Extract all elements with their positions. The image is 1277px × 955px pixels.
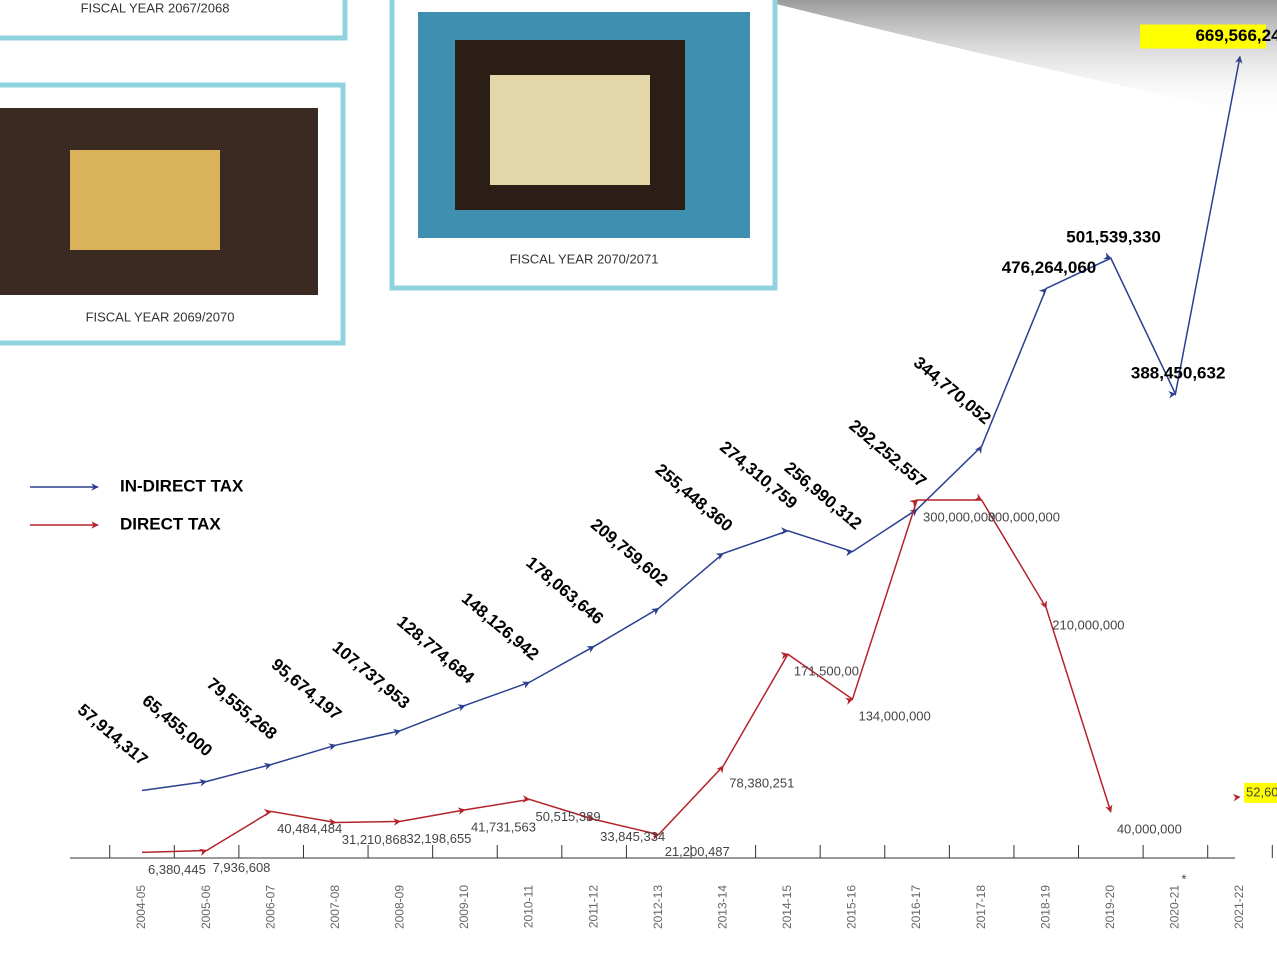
data-label: 21,200,487 — [665, 844, 730, 859]
data-label: 292,252,557 — [845, 416, 930, 491]
data-label: 171,500,00 — [794, 664, 859, 679]
x-tick-label: 2009-10 — [457, 885, 471, 929]
caption: FISCAL YEAR 2069/2070 — [86, 309, 235, 324]
data-label: 52,608,963 — [1246, 784, 1277, 799]
data-label: 31,210,868 — [342, 832, 407, 847]
x-tick-label: 2011-12 — [586, 885, 600, 928]
data-label: 95,674,197 — [268, 655, 345, 724]
data-label: 476,264,060 — [1002, 258, 1097, 277]
data-label: 65,455,000 — [139, 691, 216, 760]
data-label: 178,063,646 — [522, 553, 607, 628]
x-tick-label: 2019-20 — [1103, 885, 1117, 929]
caption: FISCAL YEAR 2067/2068 — [81, 0, 230, 15]
data-label: 344,770,052 — [910, 353, 995, 428]
data-label: 50,515,389 — [536, 809, 601, 824]
caption: FISCAL YEAR 2070/2071 — [510, 251, 659, 266]
x-tick-label: 2006-07 — [263, 885, 277, 929]
data-label: 128,774,684 — [393, 612, 478, 688]
x-tick-label: 2004-05 — [134, 885, 148, 929]
photo-frame: FISCAL YEAR 2067/2068 — [0, 0, 348, 41]
label-highlight — [1140, 24, 1266, 49]
x-tick-label: 2008-09 — [393, 885, 407, 929]
data-label: 210,000,000 — [1052, 617, 1124, 632]
label-highlight — [1244, 782, 1277, 803]
x-tick-label: 2015-16 — [845, 885, 859, 929]
data-label: 40,484,484 — [277, 821, 342, 836]
data-label: 33,845,334 — [600, 829, 665, 844]
data-label: 209,759,602 — [587, 515, 672, 590]
series-line — [141, 55, 1243, 792]
x-tick-label: 2021-22 — [1232, 885, 1246, 929]
data-label: 78,380,251 — [729, 775, 794, 790]
data-label: 300,000,000 — [923, 509, 995, 524]
data-label: 57,914,317 — [74, 700, 151, 769]
background-shade — [760, 0, 1277, 120]
data-label: 255,448,360 — [652, 460, 737, 535]
legend-label: IN-DIRECT TAX — [120, 476, 244, 495]
x-tick-label: 2010-11 — [522, 885, 536, 928]
x-tick-label: 2020-21 — [1168, 885, 1182, 929]
photo-frame: FISCAL YEAR 2069/2070 — [0, 82, 346, 346]
photo-frame: FISCAL YEAR 2070/2071 — [389, 0, 778, 291]
data-label: 134,000,000 — [858, 709, 930, 724]
legend-label: DIRECT TAX — [120, 514, 221, 533]
x-tick-label: 2005-06 — [199, 885, 213, 929]
data-label: 501,539,330 — [1066, 228, 1161, 247]
x-tick-label: 2016-17 — [909, 885, 923, 929]
data-label: 107,737,953 — [329, 637, 414, 712]
data-label: 388,450,632 — [1131, 363, 1226, 382]
x-tick-label: 2017-18 — [974, 885, 988, 929]
data-label: 41,731,563 — [471, 819, 536, 834]
x-tick-label: 2012-13 — [651, 885, 665, 929]
data-label: 300,000,000 — [988, 509, 1060, 524]
data-label: 669,566,247 — [1195, 26, 1277, 45]
data-label: 40,000,000 — [1117, 821, 1182, 836]
data-label: 6,380,445 — [148, 862, 206, 877]
data-label: 148,126,942 — [458, 589, 543, 664]
x-tick-label: 2007-08 — [328, 885, 342, 929]
x-tick-label: 2014-15 — [780, 885, 794, 929]
x-tick-label: 2013-14 — [715, 885, 729, 929]
data-label: 7,936,608 — [213, 860, 271, 875]
data-label: 79,555,268 — [203, 674, 280, 743]
data-label: * — [1181, 871, 1186, 886]
data-label: 32,198,655 — [406, 831, 471, 846]
x-tick-label: 2018-19 — [1038, 885, 1052, 929]
